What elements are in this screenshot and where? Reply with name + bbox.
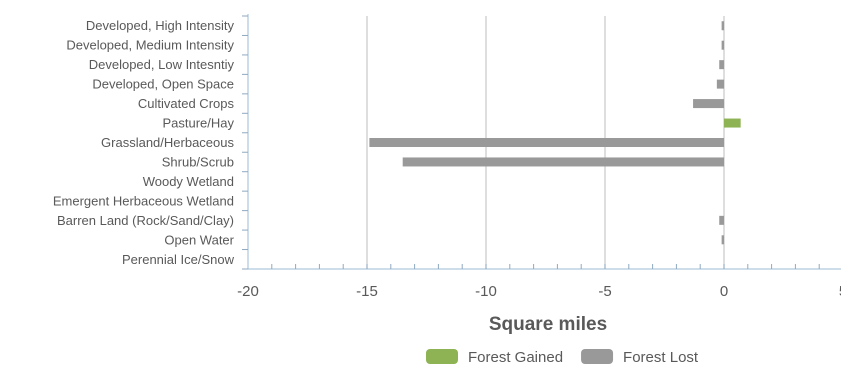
bar-forest-gained	[724, 118, 741, 128]
bar-forest-lost	[721, 40, 724, 50]
bars	[369, 21, 741, 245]
category-label: Open Water	[164, 232, 234, 247]
category-label: Perennial Ice/Snow	[122, 252, 235, 267]
bar-forest-lost	[402, 157, 724, 167]
x-tick-label: 5	[839, 283, 841, 300]
category-label: Cultivated Crops	[138, 96, 235, 111]
x-tick-label: -5	[598, 283, 611, 300]
legend-swatch	[581, 349, 614, 364]
category-label: Developed, Low Intesntiy	[89, 57, 235, 72]
x-tick-label: -10	[475, 283, 497, 300]
x-axis-title: Square miles	[489, 314, 607, 335]
category-label: Woody Wetland	[143, 174, 234, 189]
legend-swatch	[426, 349, 458, 364]
category-label: Grassland/Herbaceous	[101, 135, 234, 150]
category-label: Pasture/Hay	[162, 116, 234, 131]
bar-forest-lost	[721, 21, 724, 31]
bar-forest-lost	[716, 79, 724, 89]
tick-labels: -20 -15 -10 -5 0 5	[237, 283, 841, 300]
legend: Forest Gained Forest Lost	[426, 349, 699, 366]
x-tick-label: -15	[356, 283, 378, 300]
legend-label: Forest Lost	[623, 349, 699, 366]
category-label: Shrub/Scrub	[162, 154, 234, 169]
x-tick-label: 0	[720, 283, 728, 300]
bar-forest-lost	[721, 235, 724, 245]
legend-label: Forest Gained	[468, 349, 563, 366]
category-label: Emergent Herbaceous Wetland	[53, 193, 234, 208]
bar-forest-lost	[719, 60, 724, 70]
bar-forest-lost	[719, 215, 724, 225]
category-labels: Developed, High Intensity Developed, Medi…	[53, 18, 235, 267]
category-label: Developed, Medium Intensity	[66, 38, 234, 53]
category-label: Developed, High Intensity	[86, 18, 235, 33]
axes	[242, 14, 841, 270]
bar-forest-lost	[693, 99, 724, 109]
category-label: Developed, Open Space	[92, 77, 234, 92]
x-tick-label: -20	[237, 283, 259, 300]
bar-forest-lost	[369, 138, 724, 147]
category-label: Barren Land (Rock/Sand/Clay)	[57, 213, 234, 228]
